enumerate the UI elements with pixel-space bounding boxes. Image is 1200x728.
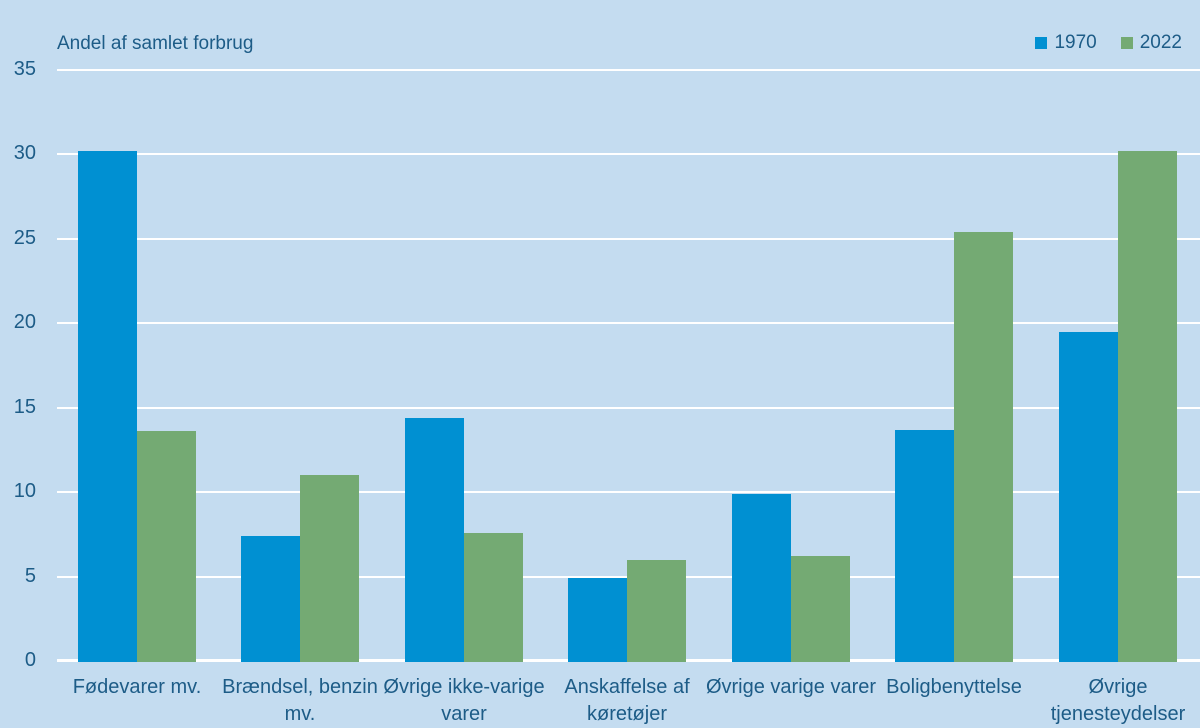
y-tick-label-20: 20 <box>13 311 36 333</box>
legend-swatch-2022 <box>1120 36 1133 49</box>
bar-1970-cat6 <box>895 430 954 662</box>
y-tick-label-10: 10 <box>13 480 36 502</box>
bar-1970-cat3 <box>405 418 464 662</box>
legend-swatch-1970 <box>1035 36 1048 49</box>
bar-2022-cat1 <box>137 431 196 662</box>
gridline-y25 <box>57 238 1200 240</box>
y-tick-label-15: 15 <box>13 396 36 418</box>
gridline-y10 <box>57 491 1200 493</box>
bar-2022-cat3 <box>464 533 523 662</box>
gridline-y15 <box>57 407 1200 409</box>
x-axis-label-cat6: Boligbenyttelse <box>886 676 1022 698</box>
y-tick-label-30: 30 <box>13 142 36 164</box>
x-axis-label-cat2: Brændsel, benzin mv. <box>222 676 378 725</box>
x-axis-label-cat3: Øvrige ikke-varige varer <box>383 676 545 725</box>
bar-1970-cat7 <box>1059 332 1118 662</box>
legend-item-1970: 1970 <box>1035 32 1097 53</box>
bar-2022-cat2 <box>300 475 359 662</box>
y-tick-label-25: 25 <box>13 227 36 249</box>
y-tick-label-0: 0 <box>24 649 36 671</box>
bar-1970-cat1 <box>78 151 137 662</box>
x-axis-label-cat5: Øvrige varige varer <box>705 676 877 698</box>
gridline-y20 <box>57 322 1200 324</box>
legend-item-2022: 2022 <box>1120 32 1182 53</box>
bar-2022-cat6 <box>954 232 1013 662</box>
bar-1970-cat2 <box>241 536 300 662</box>
x-axis-label-cat1: Fødevarer mv. <box>72 676 202 698</box>
x-axis-label-cat4: Anskaffelse af køretøjer <box>564 676 690 725</box>
chart-title: Andel af samlet forbrug <box>57 33 254 54</box>
y-tick-label-5: 5 <box>24 565 36 587</box>
bar-1970-cat4 <box>568 578 627 662</box>
bar-2022-cat4 <box>627 560 686 662</box>
y-tick-label-35: 35 <box>13 58 36 80</box>
bar-2022-cat7 <box>1118 151 1177 662</box>
legend-label-1970: 1970 <box>1054 32 1097 53</box>
legend: 1970 2022 <box>1035 33 1182 52</box>
gridline-y35 <box>57 69 1200 71</box>
gridline-y30 <box>57 153 1200 155</box>
legend-label-2022: 2022 <box>1139 32 1182 53</box>
bar-2022-cat5 <box>791 556 850 662</box>
x-axis-label-cat7: Øvrige tjenesteydelser <box>1050 676 1186 725</box>
bar-1970-cat5 <box>732 494 791 662</box>
